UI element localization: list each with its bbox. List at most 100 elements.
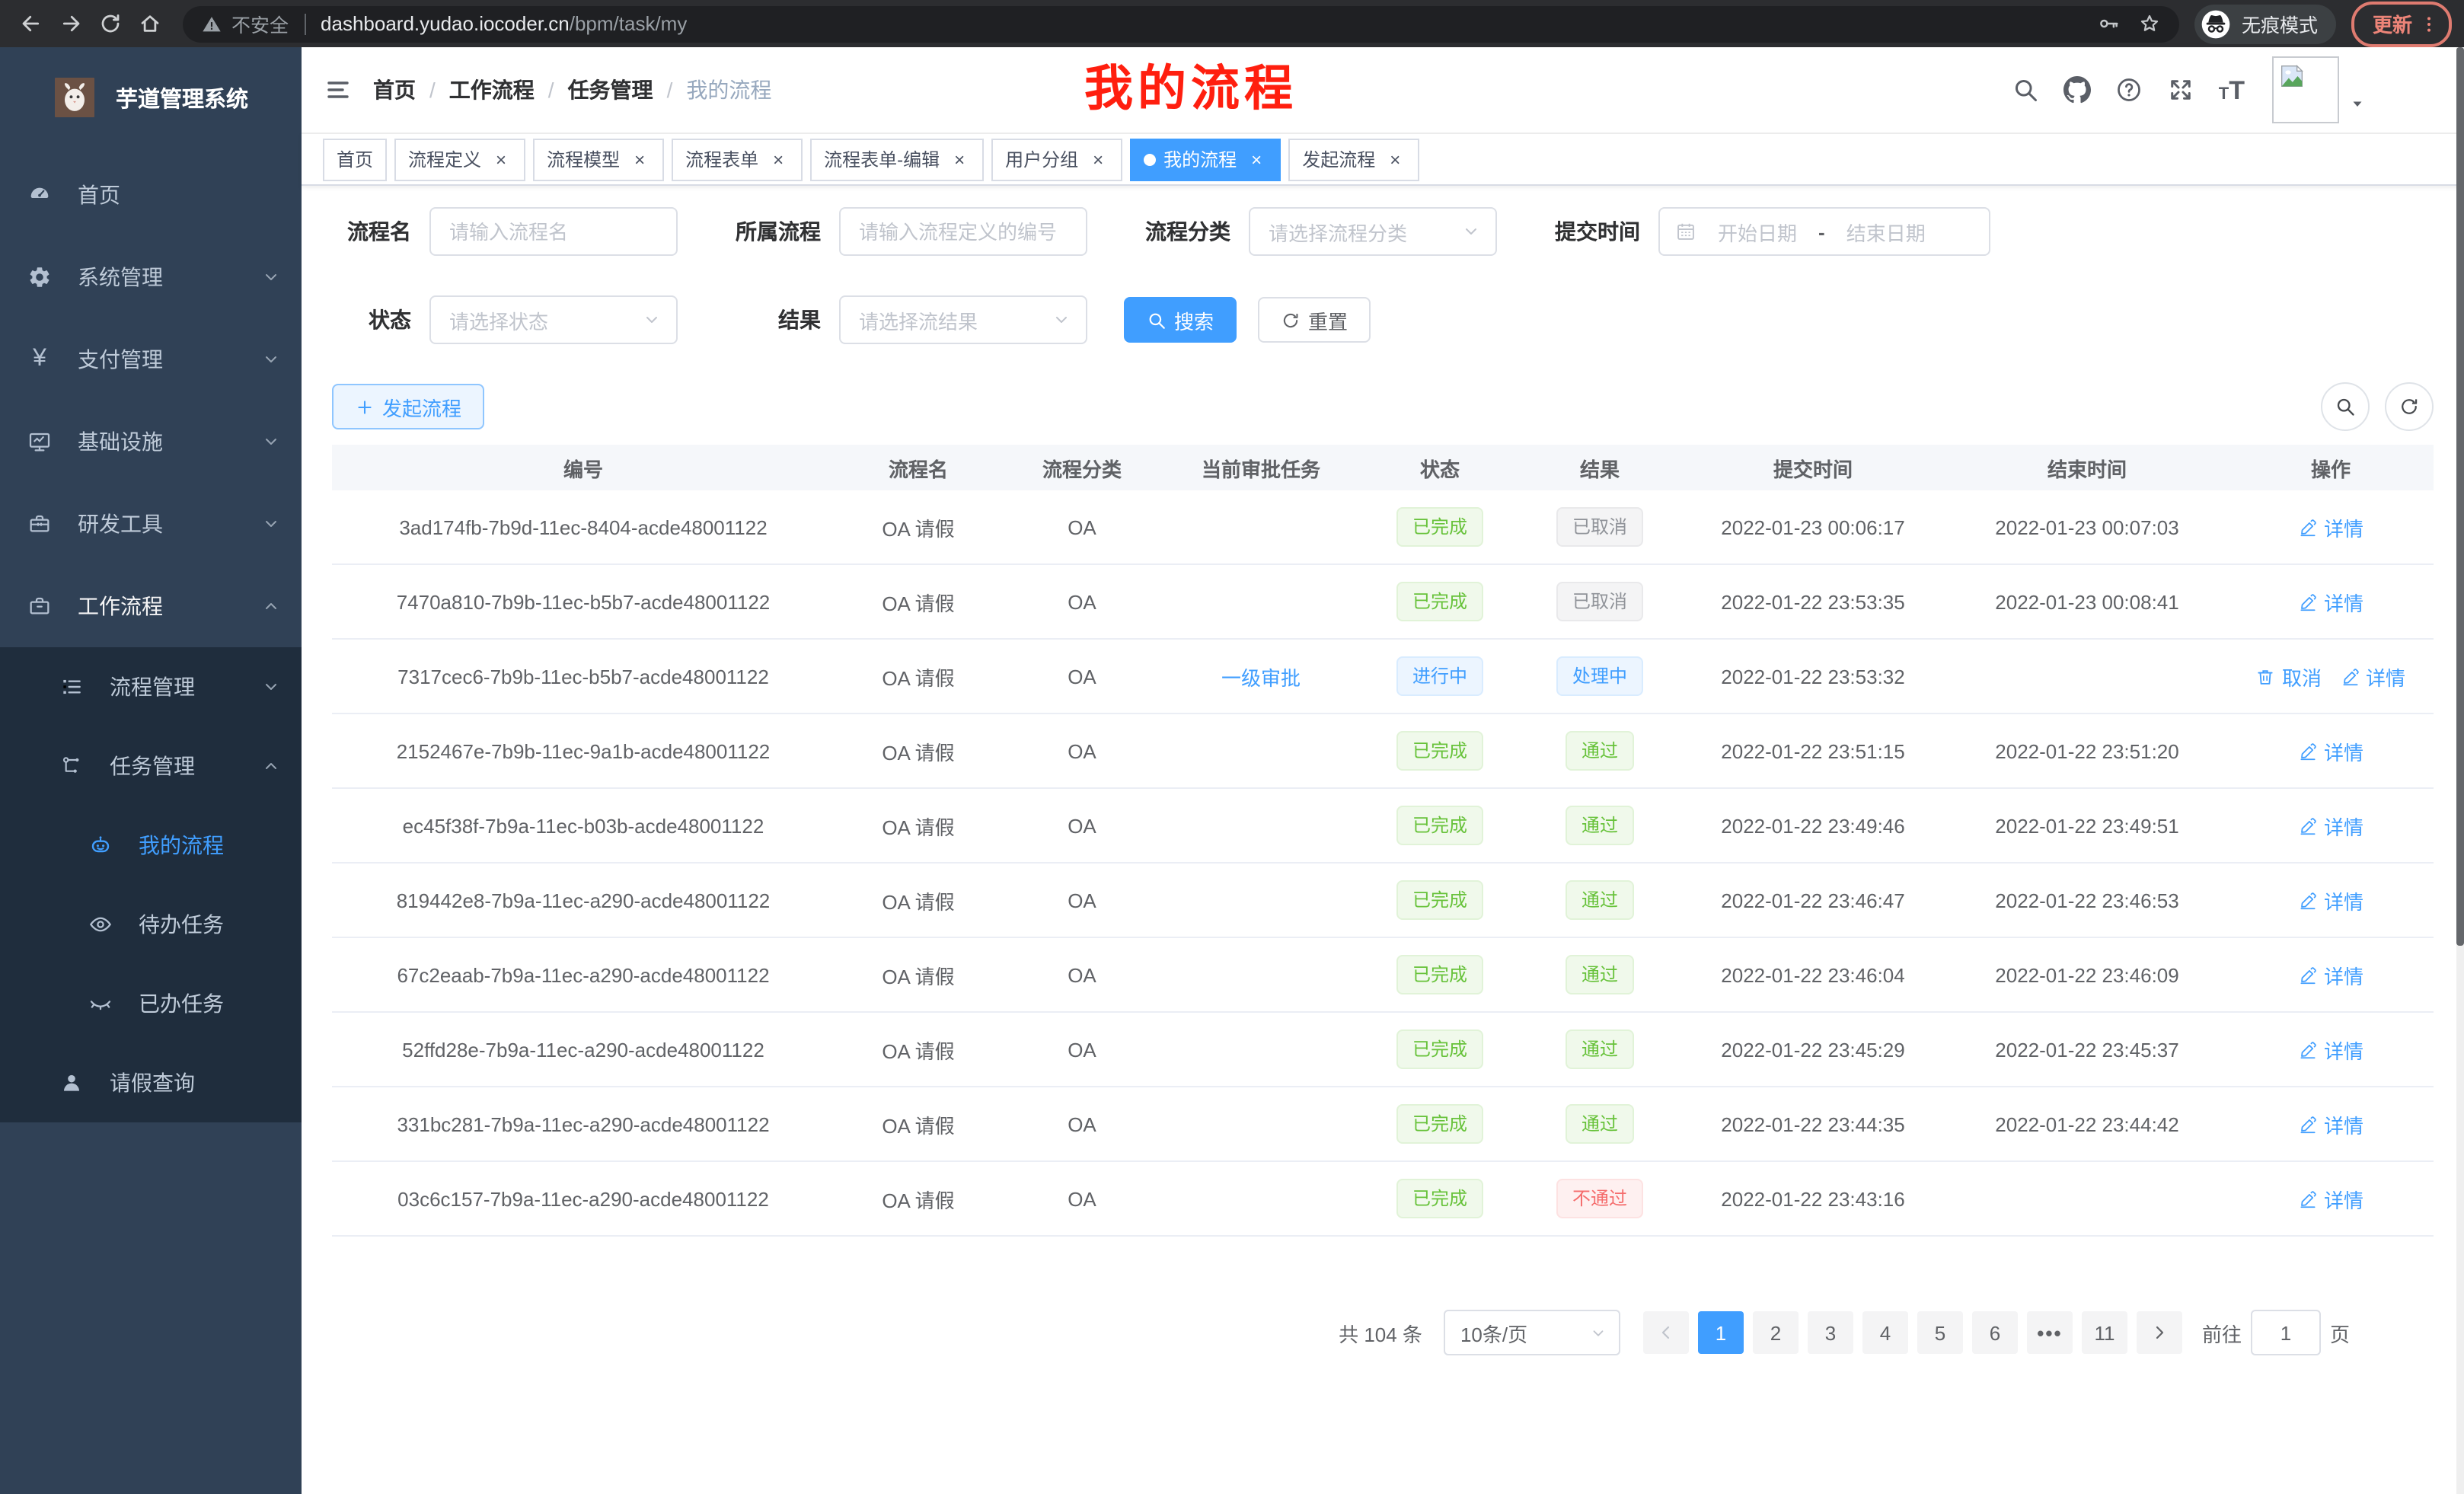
page-button-6[interactable]: 6 [1971,1311,2018,1354]
next-page-button[interactable] [2136,1311,2182,1354]
address-bar[interactable]: 不安全 dashboard.yudao.iocoder.cn/bpm/task/… [183,5,2179,42]
detail-action-link[interactable]: 详情 [2298,1184,2363,1213]
show-search-button[interactable] [2321,382,2370,431]
page-button-5[interactable]: 5 [1917,1311,1963,1354]
sidebar-item-task-management[interactable]: 任务管理 [0,726,302,806]
password-key-icon[interactable] [2097,12,2120,35]
github-icon[interactable] [2063,76,2091,104]
browser-reload-button[interactable] [91,5,128,42]
result-cell: 通过 [1520,731,1680,771]
goto-page-input[interactable] [2250,1310,2321,1355]
process-name-cell: OA 请假 [882,741,955,764]
sidebar-item-home[interactable]: 首页 [0,154,302,236]
tab-process-form[interactable]: 流程表单 × [672,138,803,180]
sidebar-item-workflow[interactable]: 工作流程 [0,565,302,647]
tab-start-process[interactable]: 发起流程 × [1288,138,1420,180]
fullscreen-icon[interactable] [2167,76,2194,104]
page-button-1[interactable]: 1 [1697,1311,1744,1354]
tab-process-model[interactable]: 流程模型 × [533,138,665,180]
sidebar-item-done-tasks[interactable]: 已办任务 [0,964,302,1043]
scrollbar-thumb[interactable] [2456,47,2464,946]
parent-process-input[interactable] [839,207,1087,256]
sidebar-toggle-button[interactable] [324,76,352,104]
security-warning-icon[interactable] [201,13,222,34]
browser-back-button[interactable] [12,5,49,42]
sidebar-item-todo-tasks[interactable]: 待办任务 [0,885,302,964]
sidebar-item-my-process[interactable]: 我的流程 [0,806,302,885]
browser-update-button[interactable]: 更新 [2351,1,2452,46]
prev-page-button[interactable] [1642,1311,1689,1354]
create-process-button[interactable]: 发起流程 [332,384,485,429]
result-badge: 不通过 [1556,1179,1642,1218]
detail-action-link[interactable]: 详情 [2340,662,2405,691]
refresh-table-button[interactable] [2385,382,2434,431]
submit-time-range-picker[interactable]: 开始日期 - 结束日期 [1658,207,1990,256]
tab-close-icon[interactable]: × [954,148,965,170]
detail-action-link[interactable]: 详情 [2298,512,2363,541]
app-logo[interactable]: 芋道管理系统 [0,47,302,132]
page-button-3[interactable]: 3 [1807,1311,1853,1354]
tab-close-icon[interactable]: × [1390,148,1401,170]
page-button-2[interactable]: 2 [1752,1311,1799,1354]
page-ellipsis[interactable]: ••• [2026,1311,2073,1354]
sidebar-item-system-management[interactable]: 系统管理 [0,236,302,318]
column-header: 操作 [2310,458,2351,480]
process-name-input[interactable] [429,207,678,256]
tab-close-icon[interactable]: × [1251,148,1262,170]
cancel-action-link[interactable]: 取消 [2256,662,2322,691]
avatar-caret-icon[interactable] [2348,94,2367,113]
detail-action-link[interactable]: 详情 [2298,736,2363,765]
detail-action-link[interactable]: 详情 [2298,811,2363,840]
edit-icon [2298,965,2318,985]
tab-user-group[interactable]: 用户分组 × [991,138,1123,180]
detail-action-link[interactable]: 详情 [2298,886,2363,915]
breadcrumb-item[interactable]: 工作流程 [448,78,535,102]
tab-close-icon[interactable]: × [634,148,646,170]
page-size-select[interactable]: 10条/页 [1443,1310,1620,1355]
tab-label: 我的流程 [1163,149,1237,171]
tab-label: 流程模型 [547,149,621,171]
detail-action-link[interactable]: 详情 [2298,1109,2363,1138]
process-category-select[interactable]: 请选择流程分类 [1249,207,1497,256]
breadcrumb-separator: / [547,78,554,102]
detail-action-link[interactable]: 详情 [2298,587,2363,616]
browser-home-button[interactable] [131,5,168,42]
browser-forward-button[interactable] [52,5,88,42]
bookmark-star-icon[interactable] [2138,12,2161,35]
tab-process-form-edit[interactable]: 流程表单-编辑 × [810,138,985,180]
breadcrumb-item[interactable]: 首页 [373,78,416,102]
chevron-down-icon [1462,222,1480,241]
tab-close-icon[interactable]: × [773,148,784,170]
detail-action-link[interactable]: 详情 [2298,960,2363,989]
tab-close-icon[interactable]: × [1093,148,1104,170]
header-search-icon[interactable] [2012,76,2039,104]
search-button[interactable]: 搜索 [1124,297,1237,343]
tab-close-icon[interactable]: × [496,148,507,170]
browser-menu-icon[interactable] [2418,13,2440,34]
avatar[interactable] [2272,56,2339,123]
sidebar-item-infrastructure[interactable]: 基础设施 [0,401,302,483]
page-button-11[interactable]: 11 [2081,1311,2127,1354]
table-toolbar: 发起流程 [332,382,2434,431]
result-select[interactable]: 请选择流结果 [839,295,1087,344]
process-category-cell: OA [1068,1113,1096,1135]
security-label: 不安全 [231,15,289,37]
tab-my-process[interactable]: 我的流程 × [1130,138,1281,180]
reset-button[interactable]: 重置 [1258,297,1371,343]
sidebar-item-process-management[interactable]: 流程管理 [0,647,302,726]
sidebar-item-dev-tools[interactable]: 研发工具 [0,483,302,565]
actions-cell: 取消 详情 [2228,662,2434,691]
detail-action-link[interactable]: 详情 [2298,1035,2363,1064]
filter-label-process-name: 流程名 [347,219,411,244]
page-button-4[interactable]: 4 [1862,1311,1908,1354]
sidebar-item-payment-management[interactable]: ¥ 支付管理 [0,318,302,401]
tab-home[interactable]: 首页 [323,138,388,180]
help-icon[interactable] [2115,76,2143,104]
breadcrumb-item[interactable]: 任务管理 [567,78,653,102]
tab-process-definition[interactable]: 流程定义 × [394,138,526,180]
current-task-link[interactable]: 一级审批 [1221,666,1301,689]
status-select[interactable]: 请选择状态 [429,295,678,344]
sidebar-item-leave-query[interactable]: 请假查询 [0,1043,302,1122]
page-scrollbar[interactable] [2456,47,2464,1494]
